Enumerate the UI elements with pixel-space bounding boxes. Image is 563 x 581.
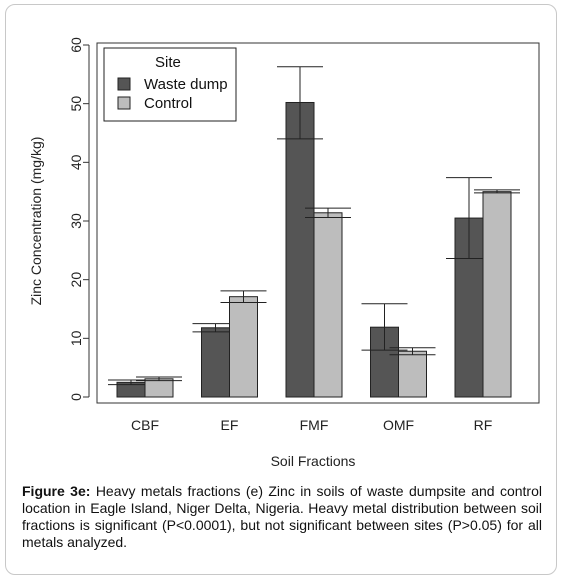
caption-label: Figure 3e: <box>22 483 91 499</box>
legend-swatch-waste-dump <box>117 77 131 91</box>
legend: Site Waste dump Control <box>103 47 237 122</box>
x-axis-labels: CBF EF FMF OMF RF <box>131 417 492 433</box>
x-tick-label: RF <box>474 417 493 433</box>
legend-label-waste-dump: Waste dump <box>144 76 228 93</box>
bar-control-omf <box>398 350 427 398</box>
legend-swatch-control <box>117 96 131 110</box>
y-axis: 0 10 20 30 40 50 60 <box>68 37 90 401</box>
bar-control-ef <box>229 296 258 398</box>
caption-text: Heavy metals fractions (e) Zinc in soils… <box>22 483 542 550</box>
figure-caption: Figure 3e: Heavy metals fractions (e) Zi… <box>22 483 542 551</box>
y-tick-label: 20 <box>68 272 84 288</box>
y-tick-label: 10 <box>68 330 84 346</box>
x-axis-title: Soil Fractions <box>271 453 356 469</box>
bar-waste-dump-fmf <box>285 101 315 398</box>
y-tick-label: 0 <box>68 393 84 401</box>
plot-area <box>96 42 540 404</box>
x-tick-label: OMF <box>383 417 414 433</box>
y-tick-label: 50 <box>68 96 84 112</box>
bar-control-cbf <box>144 378 174 398</box>
y-tick-label: 30 <box>68 213 84 229</box>
bar-control-fmf <box>313 212 343 398</box>
x-tick-label: CBF <box>131 417 159 433</box>
bar-chart: 0 10 20 30 40 50 60 CBF EF FMF OMF RF Zinc Concent… <box>28 37 540 469</box>
y-tick-label: 40 <box>68 154 84 170</box>
x-tick-label: EF <box>221 417 239 433</box>
bar-waste-dump-ef <box>201 327 230 398</box>
legend-label-control: Control <box>144 95 192 112</box>
bars-group <box>108 66 520 398</box>
y-tick-label: 60 <box>68 37 84 53</box>
legend-title: Site <box>155 54 181 71</box>
x-tick-label: FMF <box>300 417 329 433</box>
bar-control-rf <box>482 191 512 398</box>
y-axis-title: Zinc Concentration (mg/kg) <box>28 137 44 306</box>
